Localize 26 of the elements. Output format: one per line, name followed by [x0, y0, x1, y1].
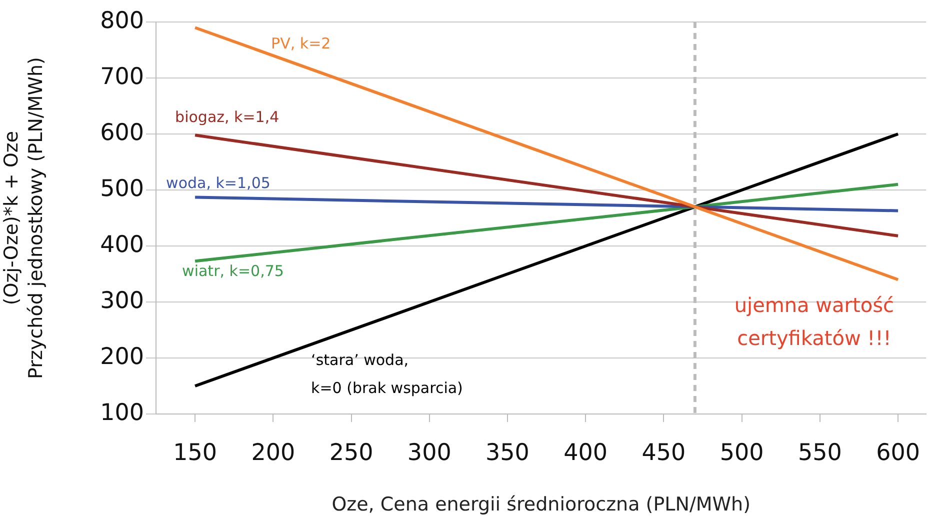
- series-label: PV, k=2: [271, 34, 331, 52]
- series-label: ‘stara’ woda, k=0 (brak wsparcia): [311, 350, 463, 397]
- y-tick-label: 100: [100, 400, 144, 426]
- y-tick-label: 200: [100, 344, 144, 370]
- y-tick-label: 800: [100, 8, 144, 34]
- y-tick-label: 700: [100, 64, 144, 90]
- x-tick-label: 500: [720, 440, 764, 466]
- x-tick-label: 150: [173, 440, 218, 466]
- x-tick-label: 450: [642, 440, 686, 466]
- y-axis-title: (Ozj-Oze)*k + Oze Przychód jednostkowy (PLN/MWh): [0, 57, 47, 379]
- y-tick-label: 300: [100, 288, 144, 314]
- x-axis-title: Oze, Cena energii średnioroczna (PLN/MWh): [332, 494, 750, 516]
- y-tick-label: 400: [100, 232, 144, 258]
- annotation: ujemna wartość certyfikatów !!!: [734, 293, 894, 350]
- x-tick-label: 400: [564, 440, 608, 466]
- y-tick-label: 500: [100, 176, 144, 202]
- series-label: wiatr, k=0,75: [182, 262, 284, 280]
- series-label: woda, k=1,05: [166, 174, 270, 192]
- x-tick-label: 600: [876, 440, 920, 466]
- x-tick-label: 250: [329, 440, 374, 466]
- series-label: biogaz, k=1,4: [175, 108, 280, 126]
- x-tick-label: 200: [251, 440, 296, 466]
- y-tick-label: 600: [100, 120, 144, 146]
- x-tick-label: 350: [486, 440, 530, 466]
- x-tick-label: 550: [798, 440, 842, 466]
- x-tick-label: 300: [407, 440, 452, 466]
